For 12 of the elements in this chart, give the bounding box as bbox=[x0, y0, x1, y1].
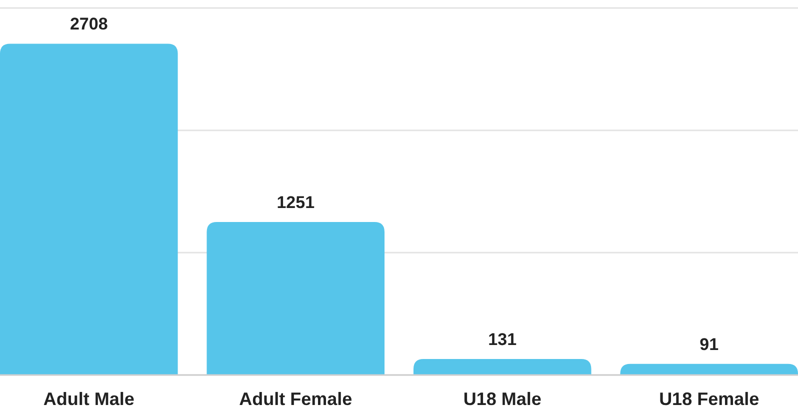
x-tick-label: U18 Male bbox=[463, 389, 542, 409]
x-tick-label: Adult Male bbox=[43, 389, 134, 409]
x-tick-label: U18 Female bbox=[659, 389, 760, 409]
data-label: 1251 bbox=[276, 192, 315, 212]
bar bbox=[413, 358, 592, 375]
x-tick-label: Adult Female bbox=[239, 389, 352, 409]
bar bbox=[620, 364, 798, 375]
data-label: 91 bbox=[700, 334, 719, 354]
data-label: 2708 bbox=[70, 14, 108, 34]
data-label: 131 bbox=[488, 330, 517, 349]
bar bbox=[206, 222, 385, 375]
bar bbox=[0, 44, 178, 375]
